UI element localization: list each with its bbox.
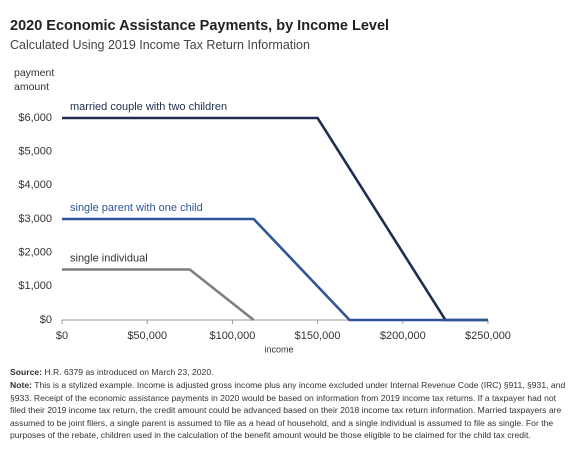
x-tick-label: $100,000 — [209, 330, 255, 342]
series-label: married couple with two children — [70, 101, 227, 113]
y-tick-label: $1,000 — [18, 280, 52, 292]
note-label: Note: — [10, 380, 32, 390]
y-tick-label: $2,000 — [18, 247, 52, 259]
x-tick-label: $250,000 — [465, 330, 511, 342]
note-text: This is a stylized example. Income is ad… — [10, 380, 566, 441]
y-tick-label: $6,000 — [18, 112, 52, 124]
x-axis-label: income — [264, 344, 293, 354]
x-tick-label: $0 — [56, 330, 68, 342]
chart: $0 $1,000 $2,000 $3,000 $4,000 $5,000 $6,000 $0… — [18, 101, 511, 354]
chart-subtitle: Calculated Using 2019 Income Tax Return … — [10, 38, 310, 52]
chart-title: 2020 Economic Assistance Payments, by In… — [10, 18, 390, 34]
source: Source: H.R. 6379 as introduced on March… — [10, 366, 568, 379]
x-tick-label: $50,000 — [127, 330, 167, 342]
x-tick-label: $200,000 — [380, 330, 426, 342]
y-tick-label: $0 — [40, 314, 52, 326]
series-label: single parent with one child — [70, 202, 203, 214]
y-tick-label: $4,000 — [18, 179, 52, 191]
x-tick-label: $150,000 — [295, 330, 341, 342]
line — [62, 268, 255, 322]
source-label: Source: — [10, 367, 42, 377]
y-tick-label: $3,000 — [18, 213, 52, 225]
y-axis-label: payment amount — [14, 67, 55, 93]
y-tick-label: $5,000 — [18, 146, 52, 158]
source-text: H.R. 6379 as introduced on March 23, 202… — [44, 367, 214, 377]
series-label: single individual — [70, 252, 148, 264]
line — [62, 217, 488, 322]
note: Note: This is a stylized example. Income… — [10, 379, 568, 442]
